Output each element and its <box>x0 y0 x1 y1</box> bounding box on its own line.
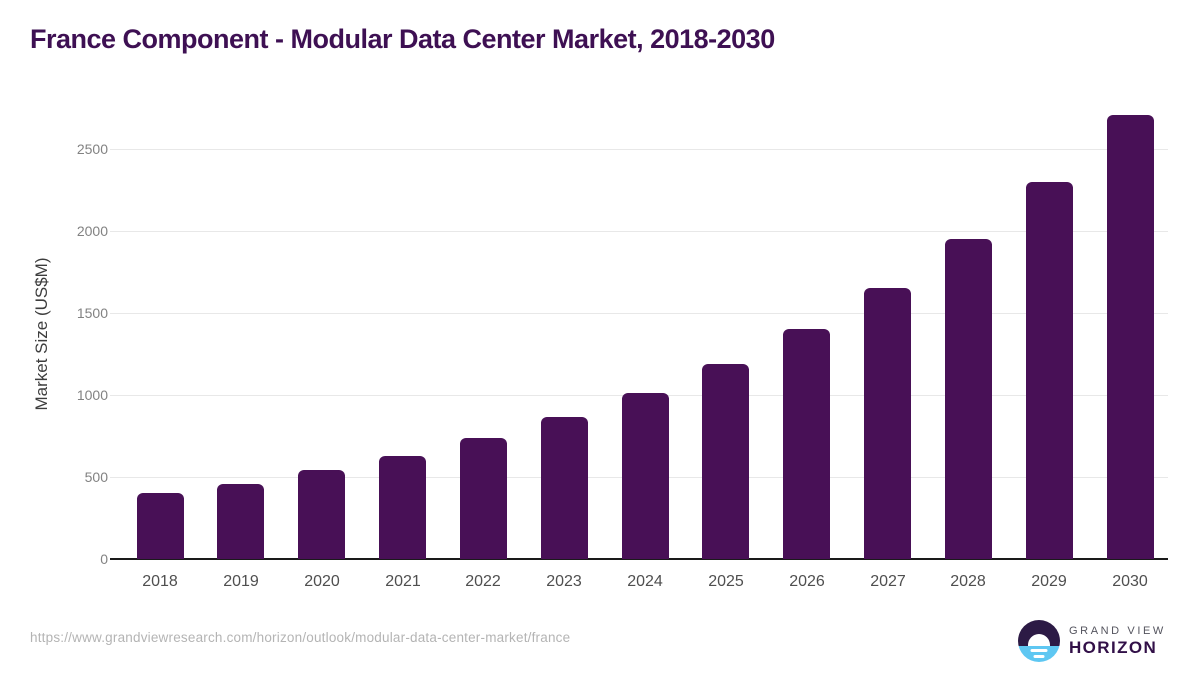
y-tick-0: 0 <box>100 551 108 567</box>
gridline-2000 <box>110 231 1168 232</box>
x-tick-2026: 2026 <box>789 573 825 590</box>
y-tick-2000: 2000 <box>76 223 108 239</box>
x-tick-2019: 2019 <box>223 573 259 590</box>
sun-reflection-line-icon <box>1030 648 1048 652</box>
x-tick-2025: 2025 <box>708 573 744 590</box>
bar-2019 <box>217 484 264 559</box>
brand-name: GRAND VIEW HORIZON <box>1069 625 1166 657</box>
brand-name-top: GRAND VIEW <box>1069 625 1166 637</box>
source-url: https://www.grandviewresearch.com/horizo… <box>30 630 571 645</box>
x-tick-2020: 2020 <box>304 573 340 590</box>
x-tick-2029: 2029 <box>1031 573 1067 590</box>
bar-2029 <box>1026 182 1073 559</box>
bar-2027 <box>864 288 911 559</box>
bar-2024 <box>622 393 669 559</box>
brand-name-bottom: HORIZON <box>1069 638 1158 657</box>
bar-2022 <box>460 438 507 559</box>
x-tick-2030: 2030 <box>1112 573 1148 590</box>
y-tick-500: 500 <box>84 469 108 485</box>
bar-2018 <box>137 493 184 559</box>
bar-2028 <box>945 239 992 559</box>
x-tick-2018: 2018 <box>142 573 178 590</box>
x-tick-2024: 2024 <box>627 573 663 590</box>
x-tick-2022: 2022 <box>465 573 501 590</box>
gridline-2500 <box>110 149 1168 150</box>
gridline-1500 <box>110 313 1168 314</box>
x-tick-2021: 2021 <box>385 573 421 590</box>
y-tick-1000: 1000 <box>76 387 108 403</box>
y-tick-2500: 2500 <box>76 141 108 157</box>
bar-2030 <box>1107 115 1154 559</box>
sun-reflection-line-icon <box>1033 654 1045 658</box>
y-tick-1500: 1500 <box>76 305 108 321</box>
grandview-horizon-logo: GRAND VIEW HORIZON <box>1018 620 1166 662</box>
x-tick-2023: 2023 <box>546 573 582 590</box>
bar-2020 <box>298 470 345 559</box>
x-tick-2028: 2028 <box>950 573 986 590</box>
sun-icon <box>1028 634 1050 646</box>
page-title: France Component - Modular Data Center M… <box>30 24 775 54</box>
bar-2023 <box>541 417 588 559</box>
bar-2021 <box>379 456 426 559</box>
bar-2025 <box>702 364 749 559</box>
sunset-circle-icon <box>1018 620 1060 662</box>
bar-2026 <box>783 329 830 559</box>
x-tick-2027: 2027 <box>870 573 906 590</box>
x-axis-line <box>110 558 1168 560</box>
